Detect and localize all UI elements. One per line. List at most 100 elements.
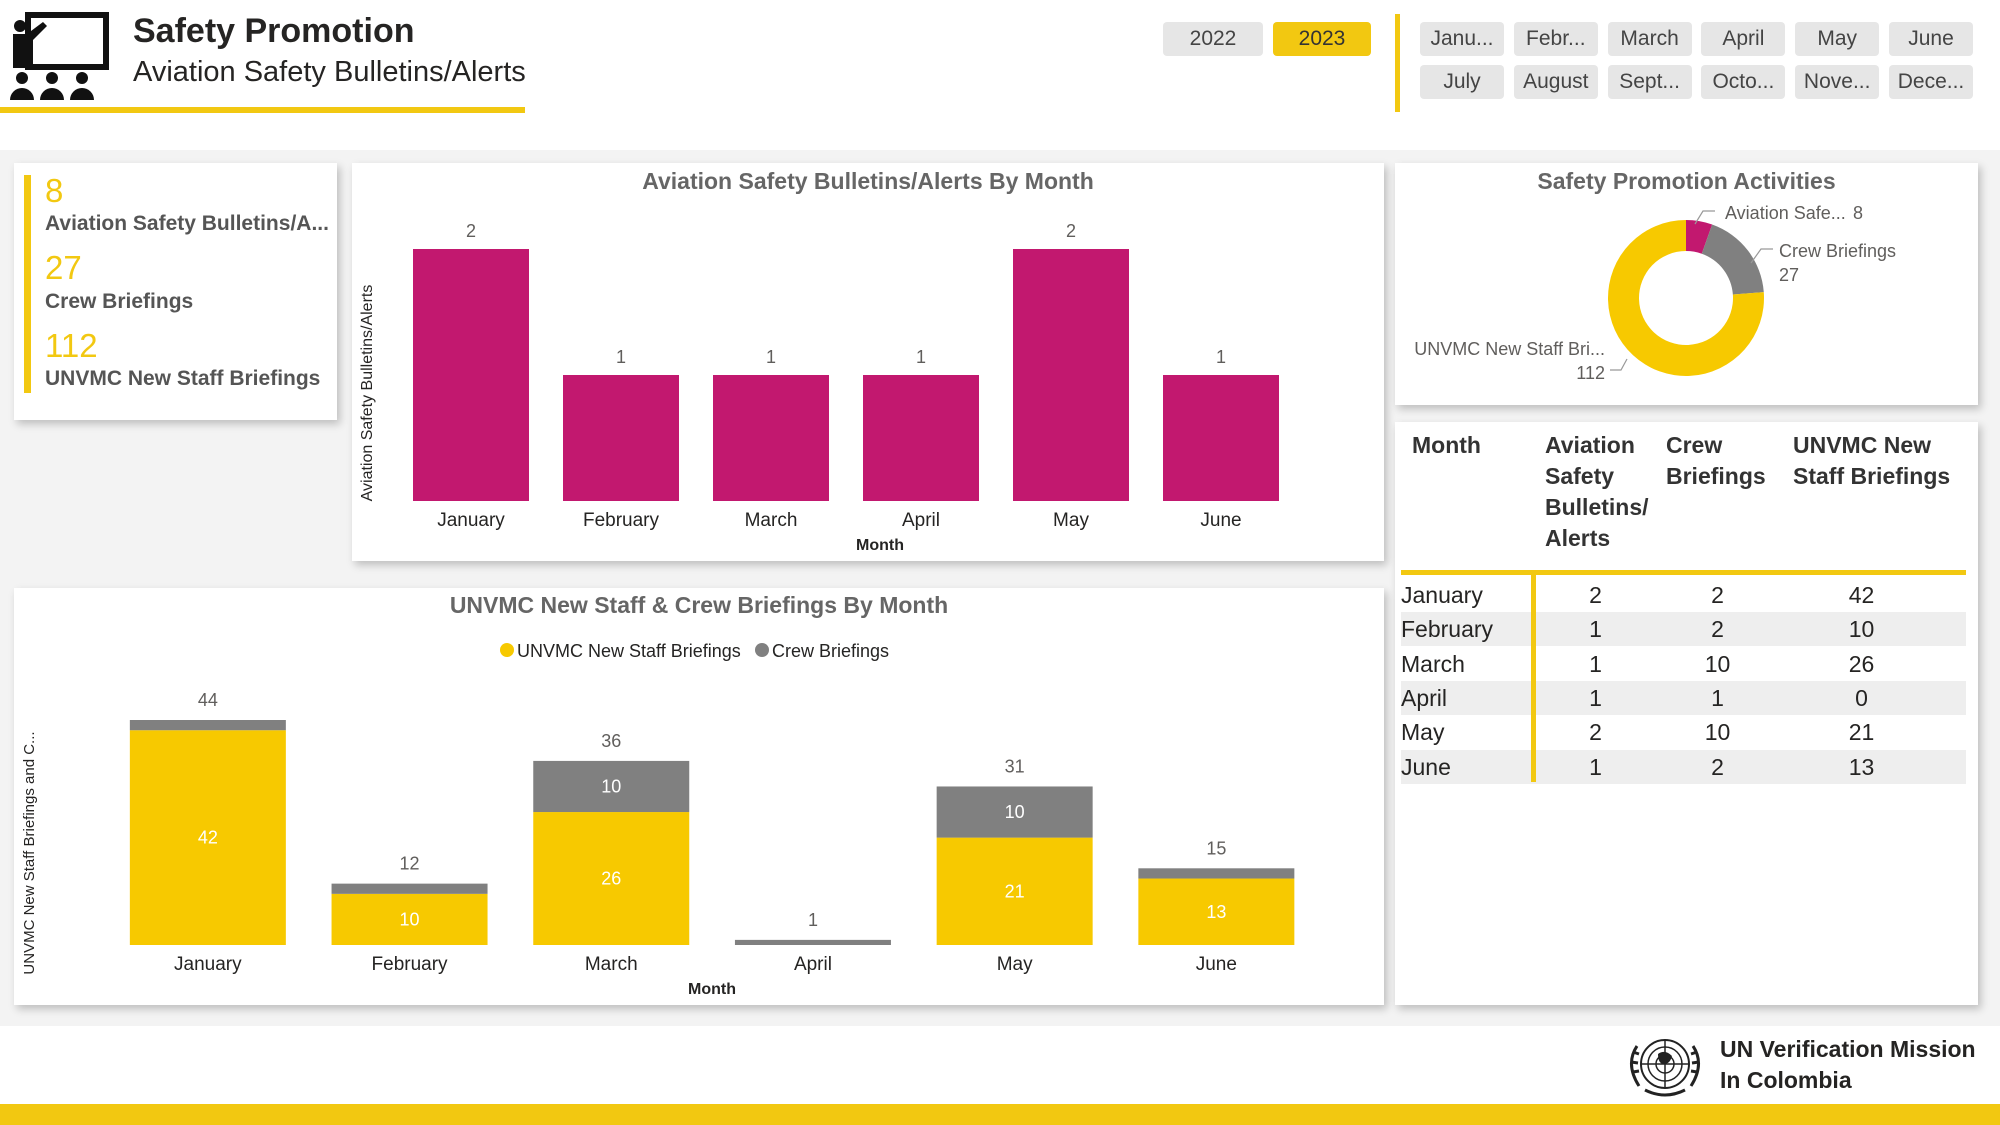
bulletins-x-tick-label: May [1053, 510, 1089, 531]
table-cell-value: 1 [1589, 753, 1602, 780]
table-cell-month: February [1401, 616, 1494, 643]
briefings-legend: UNVMC New Staff Briefings Crew Briefings [500, 641, 889, 661]
staff-bar-january[interactable] [129, 730, 286, 945]
year-button-2023[interactable]: 2023 [1273, 22, 1371, 56]
donut-data-label: UNVMC New Staff Bri... [1414, 339, 1605, 359]
legend-label-crew[interactable]: Crew Briefings [772, 641, 889, 661]
table-cell-value: 2 [1711, 753, 1724, 780]
table-cell-value: 2 [1711, 582, 1724, 608]
table-cell-month: March [1401, 650, 1465, 677]
month-button-9[interactable]: Sept... [1607, 65, 1692, 99]
bulletins-data-label: 1 [1216, 347, 1226, 367]
month-button-1[interactable]: Janu... [1420, 22, 1504, 56]
organization-name-line1: UN Verification Mission [1720, 1036, 1976, 1062]
month-button-12[interactable]: Dece... [1889, 65, 1973, 99]
table-header-staff[interactable]: UNVMC New Staff Briefings [1793, 432, 1951, 489]
month-button-2[interactable]: Febr... [1513, 22, 1598, 56]
month-button-4[interactable]: April [1701, 22, 1786, 56]
month-button-10[interactable]: Octo... [1701, 65, 1786, 99]
table-cell-value: 10 [1704, 719, 1731, 746]
kpi-card: 8 Aviation Safety Bulletins/A... 27 Crew… [14, 163, 337, 420]
briefings-x-tick-label: March [585, 954, 638, 975]
bulletins-x-tick-label: June [1200, 510, 1241, 531]
donut-data-label: Aviation Safe... [1725, 203, 1846, 223]
month-button-5[interactable]: May [1795, 22, 1880, 56]
kpi-bulletins-label: Aviation Safety Bulletins/A... [45, 212, 329, 235]
table-cell-month: January [1401, 582, 1483, 608]
bulletins-data-label: 2 [1066, 221, 1076, 241]
table-cell-month: April [1401, 684, 1448, 711]
presentation-audience-icon [10, 12, 109, 100]
crew-bar-march[interactable] [533, 760, 690, 813]
table-cell-value: 42 [1848, 582, 1875, 608]
activities-donut-chart[interactable]: Aviation Safe... 8 Crew Briefings 27 UNVMC N… [1395, 163, 1978, 405]
activities-chart-title[interactable]: Safety Promotion Activities [1537, 168, 1836, 194]
month-button-6[interactable]: June [1889, 22, 1973, 56]
table-row: April 1 1 0 [1401, 680, 1966, 715]
staff-data-label: 10 [400, 909, 420, 929]
bulletins-bar-june[interactable] [1163, 375, 1279, 501]
donut-leader-line [1610, 358, 1628, 371]
table-cell-value: 2 [1589, 719, 1602, 746]
bulletins-bar-february[interactable] [563, 375, 679, 501]
table-cell-value: 10 [1704, 650, 1731, 677]
year-button-2022[interactable]: 2022 [1163, 22, 1263, 56]
stack-total-label: 1 [808, 910, 818, 930]
bulletins-bar-chart[interactable]: 2 January 1 February 1 March 1 April 2 May 1 June Mo… [352, 163, 1384, 561]
bulletins-bar-march[interactable] [713, 375, 829, 501]
crew-bar-january[interactable] [129, 720, 286, 731]
crew-data-label: 10 [1005, 802, 1025, 822]
bulletins-x-tick-label: March [745, 510, 798, 531]
crew-bar-may[interactable] [936, 786, 1093, 838]
staff-bar-may[interactable] [936, 837, 1093, 945]
table-cell-value: 1 [1589, 684, 1602, 711]
table-cell-value: 1 [1711, 684, 1724, 711]
stack-total-label: 44 [198, 690, 218, 710]
donut-data-label: 27 [1779, 265, 1799, 285]
table-cell-month: May [1401, 719, 1445, 746]
donut-slice-1[interactable] [1686, 220, 1713, 254]
table-cell-value: 1 [1589, 616, 1602, 643]
staff-data-label: 21 [1005, 881, 1025, 901]
table-cell-value: 26 [1848, 650, 1875, 677]
briefings-x-tick-label: June [1196, 954, 1237, 975]
month-button-7[interactable]: July [1420, 65, 1504, 99]
crew-bar-april[interactable] [734, 939, 891, 945]
briefings-stacked-bar-chart[interactable]: UNVMC New Staff Briefings Crew Briefings 4… [14, 588, 1384, 1005]
table-header-bulletins[interactable]: Aviation Safety Bulletins/ Alerts [1545, 432, 1649, 551]
month-button-3[interactable]: March [1607, 22, 1692, 56]
donut-data-label: 112 [1576, 363, 1605, 383]
briefings-chart-title[interactable]: UNVMC New Staff & Crew Briefings By Mont… [449, 592, 949, 618]
table-header-crew[interactable]: Crew Briefings [1666, 432, 1766, 489]
staff-bar-february[interactable] [331, 893, 488, 945]
monthly-table-card: Month Aviation Safety Bulletins/ Alerts … [1395, 422, 1978, 1005]
table-row: February 1 2 10 [1401, 612, 1966, 647]
table-cell-value: 21 [1848, 719, 1875, 746]
bulletins-data-label: 1 [916, 347, 926, 367]
donut-slice-2[interactable] [1701, 224, 1764, 295]
legend-label-staff[interactable]: UNVMC New Staff Briefings [517, 641, 741, 661]
table-column-divider [1531, 575, 1536, 782]
table-header-month[interactable]: Month [1412, 432, 1481, 458]
bulletins-bar-may[interactable] [1013, 249, 1129, 501]
table-row: March 1 10 26 [1401, 647, 1966, 681]
bulletins-bar-april[interactable] [863, 375, 979, 501]
stack-total-label: 15 [1206, 838, 1226, 858]
staff-data-label: 13 [1206, 902, 1226, 922]
kpi-staff-label: UNVMC New Staff Briefings [45, 367, 321, 390]
staff-bar-march[interactable] [533, 812, 690, 945]
bulletins-data-label: 1 [766, 347, 776, 367]
donut-data-label: Crew Briefings [1779, 241, 1896, 261]
bulletins-chart-title[interactable]: Aviation Safety Bulletins/Alerts By Mont… [642, 168, 1094, 194]
donut-slice-3[interactable] [1608, 220, 1764, 376]
table-row: June 1 2 13 [1401, 749, 1966, 784]
month-button-11[interactable]: Nove... [1795, 65, 1880, 99]
crew-bar-june[interactable] [1138, 868, 1295, 879]
crew-bar-february[interactable] [331, 883, 488, 894]
month-button-8[interactable]: August [1513, 65, 1598, 99]
activities-donut-card: Safety Promotion Activities Aviation Saf… [1395, 163, 1978, 405]
donut-data-label: 8 [1853, 203, 1863, 223]
table-cell-value: 1 [1589, 650, 1602, 677]
staff-bar-june[interactable] [1138, 878, 1295, 945]
bulletins-bar-january[interactable] [413, 249, 529, 501]
